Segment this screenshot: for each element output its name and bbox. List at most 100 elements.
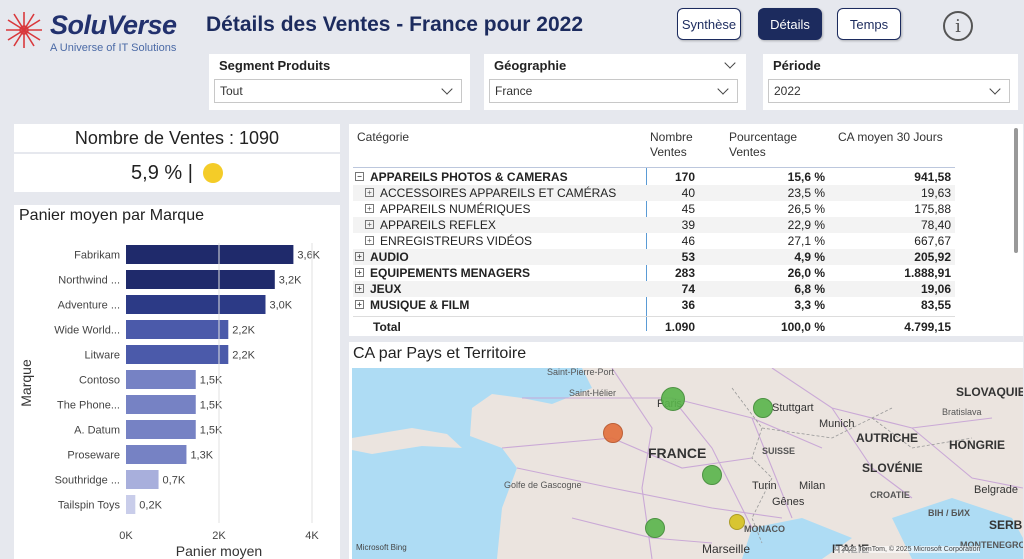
dropdown-value: 2022 xyxy=(774,84,801,98)
row-label: APPAREILS PHOTOS & CAMERAS xyxy=(370,170,568,184)
synthese-button[interactable]: Synthèse xyxy=(677,8,741,40)
bar-chart-title: Panier moyen par Marque xyxy=(19,207,204,224)
bubble-nice[interactable] xyxy=(729,514,745,530)
total-row[interactable]: Total 1.090 100,0 % 4.799,15 xyxy=(353,316,955,335)
bubble-lyon[interactable] xyxy=(702,465,722,485)
chevron-down-icon[interactable] xyxy=(724,57,736,69)
header-ca-moyen[interactable]: CA moyen 30 Jours xyxy=(838,130,943,144)
header-pourcentage-ventes[interactable]: Pourcentage Ventes xyxy=(729,130,798,159)
bar[interactable] xyxy=(126,395,196,414)
cell-nombre: 170 xyxy=(674,170,695,184)
table-row[interactable]: + AUDIO 53 4,9 % 205,92 xyxy=(353,249,955,265)
category-label: Fabrikam xyxy=(74,250,120,262)
bubble-strasbourg[interactable] xyxy=(753,398,773,418)
cell-nombre: 46 xyxy=(681,234,695,248)
table-row[interactable]: + MUSIQUE & FILM 36 3,3 % 83,55 xyxy=(353,297,955,313)
cell-ca: 941,58 xyxy=(914,170,951,184)
cell-nombre: 53 xyxy=(681,250,695,264)
expand-icon[interactable]: + xyxy=(365,204,374,213)
expand-icon[interactable]: + xyxy=(355,300,364,309)
expand-icon[interactable]: + xyxy=(355,268,364,277)
cell-ca: 83,55 xyxy=(920,298,951,312)
expand-icon[interactable]: + xyxy=(365,220,374,229)
bar[interactable] xyxy=(126,245,294,264)
table-row[interactable]: + ACCESSOIRES APPAREILS ET CAMÉRAS 40 23,5 … xyxy=(353,185,955,201)
row-label: MUSIQUE & FILM xyxy=(370,298,470,312)
map-label-milan: Milan xyxy=(799,480,826,492)
temps-button[interactable]: Temps xyxy=(837,8,901,40)
cell-pourcentage: 15,6 % xyxy=(787,170,825,184)
expand-icon[interactable]: + xyxy=(355,284,364,293)
category-label: A. Datum xyxy=(74,425,120,437)
kpi-value: 5,9 % | xyxy=(131,161,193,184)
header-nombre-ventes[interactable]: Nombre Ventes xyxy=(650,130,693,159)
cell-pourcentage: 6,8 % xyxy=(794,282,825,296)
bar[interactable] xyxy=(126,320,229,339)
chevron-down-icon xyxy=(989,83,1001,95)
category-label: Contoso xyxy=(79,375,120,387)
map-label-munich: Munich xyxy=(819,418,855,430)
table-row[interactable]: + JEUX 74 6,8 % 19,06 xyxy=(353,281,955,297)
bar-chart-card: Panier moyen par Marque Fabrikam 3,6K Nort… xyxy=(14,205,340,559)
bar[interactable] xyxy=(126,470,159,489)
collapse-icon[interactable]: − xyxy=(355,172,364,181)
segment-dropdown[interactable]: Tout xyxy=(214,79,462,103)
map-label-slovenie: SLOVÉNIE xyxy=(862,461,923,475)
page-title: Détails des Ventes - France pour 2022 xyxy=(206,13,583,36)
bubble-nantes[interactable] xyxy=(603,423,623,443)
map-background xyxy=(352,368,1023,559)
data-label: 3,0K xyxy=(270,300,293,312)
header-categorie[interactable]: Catégorie xyxy=(357,130,410,144)
cell-ca: 78,40 xyxy=(920,218,951,232)
bar[interactable] xyxy=(126,495,136,514)
cell-ca: 19,06 xyxy=(920,282,951,296)
row-label: APPAREILS REFLEX xyxy=(380,218,496,232)
map-copyright: © 2025 TomTom, © 2025 Microsoft Corporat… xyxy=(834,546,981,553)
bubble-toulouse[interactable] xyxy=(645,518,665,538)
cell-ca: 667,67 xyxy=(914,234,951,248)
category-label: Tailspin Toys xyxy=(58,500,121,512)
cell-ca: 205,92 xyxy=(914,250,951,264)
table-scrollbar[interactable] xyxy=(1014,128,1018,253)
geographie-dropdown[interactable]: France xyxy=(489,79,738,103)
map-label-france: FRANCE xyxy=(648,445,707,461)
x-tick-label: 2K xyxy=(212,530,226,542)
table-row[interactable]: + APPAREILS NUMÉRIQUES 45 26,5 % 175,88 xyxy=(353,201,955,217)
details-button[interactable]: Détails xyxy=(758,8,822,40)
cell-pourcentage: 3,3 % xyxy=(794,298,825,312)
cell-pourcentage: 22,9 % xyxy=(787,218,825,232)
map-label-marseille: Marseille xyxy=(702,542,751,556)
table-row[interactable]: + EQUIPEMENTS MENAGERS 283 26,0 % 1.888,91 xyxy=(353,265,955,281)
microsoft-bing-logo: Microsoft Bing xyxy=(356,543,407,552)
map-label-bih: BIH / БИХ xyxy=(928,508,970,518)
bar[interactable] xyxy=(126,295,266,314)
info-icon[interactable]: i xyxy=(943,11,973,41)
expand-icon[interactable]: + xyxy=(355,252,364,261)
slicer-segment-produits: Segment Produits Tout xyxy=(209,54,470,110)
bubble-paris[interactable] xyxy=(661,387,685,411)
cell-pourcentage: 23,5 % xyxy=(787,186,825,200)
bar[interactable] xyxy=(126,370,196,389)
header-divider xyxy=(353,167,955,168)
periode-dropdown[interactable]: 2022 xyxy=(768,79,1010,103)
map-label-serbie: SERBI xyxy=(989,518,1023,532)
cell-ca: 175,88 xyxy=(914,202,951,216)
expand-icon[interactable]: + xyxy=(365,188,374,197)
map-label-belgrade: Belgrade xyxy=(974,484,1019,496)
category-label: Northwind ... xyxy=(58,275,120,287)
data-label: 1,3K xyxy=(190,450,213,462)
bar[interactable] xyxy=(126,420,196,439)
cell-nombre: 1.090 xyxy=(664,320,695,334)
map-area[interactable]: Saint-Pierre-Port Saint-Hélier Paris Stu… xyxy=(352,368,1023,559)
bar[interactable] xyxy=(126,345,229,364)
data-label: 1,5K xyxy=(200,400,223,412)
expand-icon[interactable]: + xyxy=(365,236,374,245)
bar[interactable] xyxy=(126,445,187,464)
bar[interactable] xyxy=(126,270,275,289)
map-label-bratislava: Bratislava xyxy=(942,407,982,417)
table-row[interactable]: − APPAREILS PHOTOS & CAMERAS 170 15,6 % 941,… xyxy=(353,169,955,185)
data-label: 2,2K xyxy=(232,350,255,362)
table-row[interactable]: + ENREGISTREURS VIDÉOS 46 27,1 % 667,67 xyxy=(353,233,955,249)
table-row[interactable]: + APPAREILS REFLEX 39 22,9 % 78,40 xyxy=(353,217,955,233)
map-label-suisse: SUISSE xyxy=(762,446,796,456)
